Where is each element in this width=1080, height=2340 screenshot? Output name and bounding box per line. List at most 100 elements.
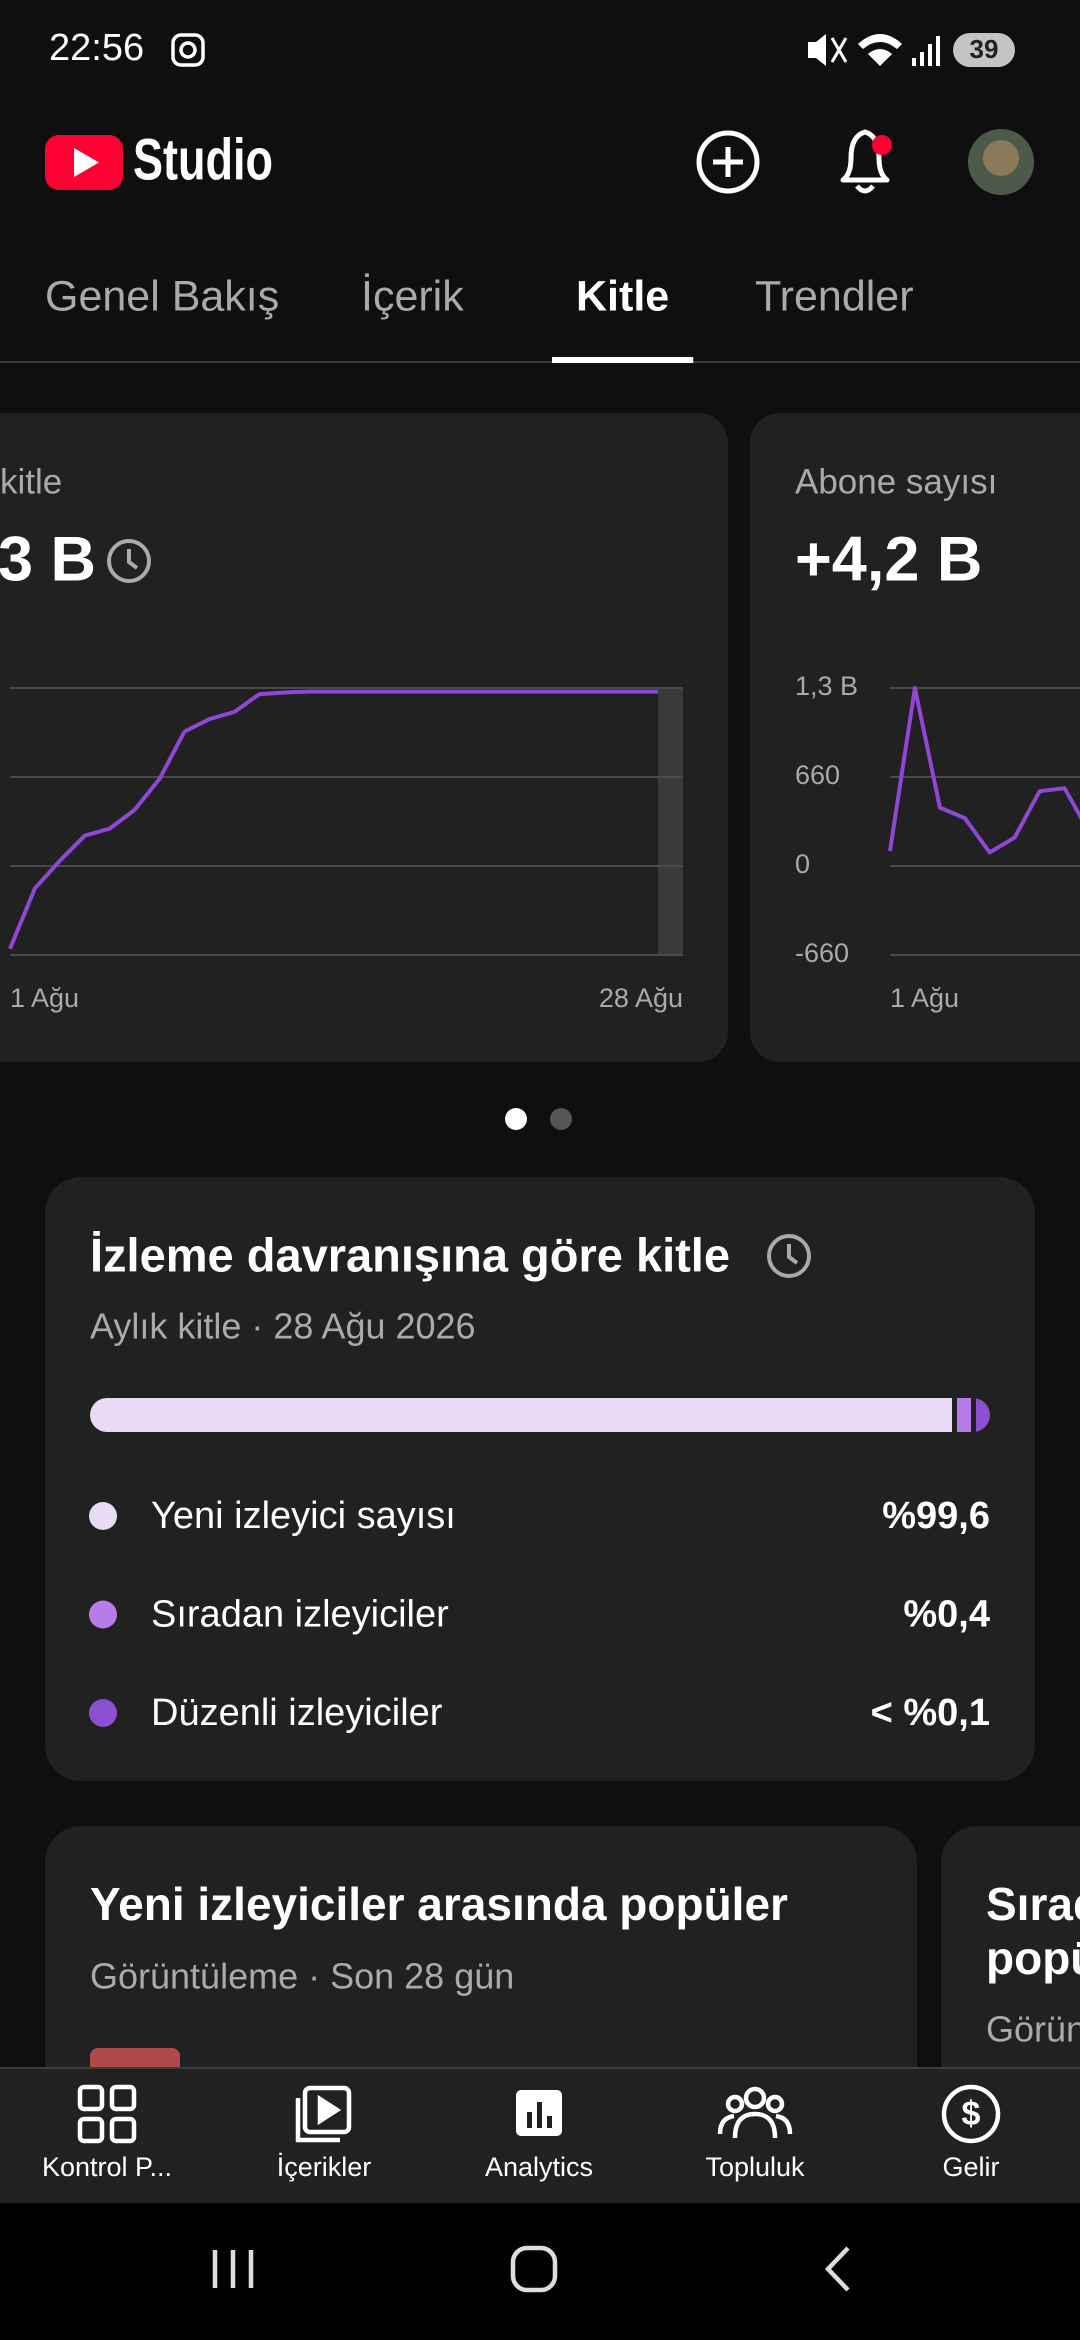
- youtube-logo-play: [74, 148, 99, 177]
- y-tick-label: 0: [795, 849, 810, 879]
- instagram-icon: [171, 33, 205, 67]
- y-tick-label: 1,3 B: [795, 671, 858, 701]
- metric-value: +4,2 B: [795, 525, 982, 595]
- bar-segment: [976, 1398, 990, 1432]
- signal-bar: [920, 52, 924, 66]
- data-line: [8, 689, 659, 950]
- behavior-card: [45, 1177, 1035, 1781]
- tab[interactable]: Kitle: [576, 272, 669, 320]
- community-icon[interactable]: [725, 2094, 745, 2114]
- nav-labels: Kontrol P... İçerikler Analytics Toplulu…: [42, 2151, 1000, 2182]
- dashboard-icon[interactable]: [109, 2116, 137, 2144]
- card-subtitle: Görüntüleme · Son 28 gün: [90, 1956, 514, 1997]
- metric-card[interactable]: [0, 413, 728, 1062]
- avatar-face: [983, 140, 1019, 176]
- value-label: %99,6: [882, 1495, 990, 1537]
- x-axis-label: 1 Ağu: [10, 983, 79, 1013]
- legend-label: Yeni izleyici sayısı: [151, 1495, 456, 1537]
- tab[interactable]: İçerik: [361, 272, 464, 320]
- recents-button[interactable]: [212, 2250, 254, 2288]
- dashboard-icon[interactable]: [77, 2084, 105, 2112]
- card-title: popü: [986, 1932, 1080, 1984]
- x-axis-label: 1 Ağu: [890, 983, 959, 1013]
- legend-dot: [89, 1600, 117, 1629]
- signal-bar: [928, 44, 932, 66]
- status-time: 22:56: [49, 27, 144, 69]
- line-chart: [8, 687, 683, 956]
- community-icon-body[interactable]: [717, 2111, 793, 2139]
- clock-icon: [767, 1234, 811, 1278]
- instagram-icon-lens: [179, 41, 197, 59]
- content-icon-stack[interactable]: [295, 2098, 340, 2143]
- analytics-icon-bar: [527, 2112, 532, 2128]
- value-label: < %0,1: [871, 1692, 990, 1734]
- card-subtitle: Aylık kitle · 28 Ağu 2026: [90, 1306, 476, 1347]
- mute-cross: [830, 37, 848, 63]
- community-icon[interactable]: [765, 2094, 785, 2114]
- legend-label: Sıradan izleyiciler: [151, 1594, 449, 1636]
- battery: [953, 33, 1015, 67]
- current-period-shade: [658, 688, 683, 955]
- card-title: Yeni izleyiciler arasında popüler: [90, 1878, 788, 1930]
- dashboard-icon[interactable]: [109, 2084, 137, 2112]
- legend-dot: [89, 1699, 117, 1727]
- notifications-button[interactable]: [840, 129, 892, 194]
- create-button[interactable]: [696, 130, 760, 194]
- page-dot: [550, 1108, 572, 1130]
- signal-bar: [936, 36, 940, 66]
- notification-dot[interactable]: [872, 135, 892, 155]
- tabs-divider: [0, 361, 1080, 363]
- analytics-icon-bar: [547, 2116, 552, 2128]
- line-chart: 1,3 B 660 0 -660: [795, 671, 1080, 968]
- tab-indicator: [552, 357, 694, 363]
- bar-segment: [957, 1398, 971, 1432]
- card-title: İzleme davranışına göre kitle: [90, 1228, 730, 1281]
- revenue-icon[interactable]: [941, 2084, 1001, 2144]
- stacked-bar: [90, 1398, 990, 1432]
- tab[interactable]: Genel Bakış: [45, 272, 279, 320]
- bar-segment: [90, 1398, 952, 1432]
- metric-card[interactable]: [750, 413, 1080, 1062]
- bell-clapper[interactable]: [855, 184, 875, 194]
- system-nav: [0, 2203, 1080, 2340]
- nav-label[interactable]: Topluluk: [705, 2152, 805, 2182]
- legend-label: Düzenli izleyiciler: [151, 1692, 443, 1734]
- create-icon[interactable]: [696, 130, 760, 194]
- signal-bar: [912, 58, 916, 66]
- nav-icons: [77, 2084, 1001, 2144]
- app-name: Studio: [133, 127, 273, 192]
- dashboard-icon[interactable]: [77, 2116, 105, 2144]
- nav-label[interactable]: İçerikler: [277, 2151, 372, 2182]
- card-subtitle: Görün: [986, 2009, 1080, 2050]
- bottom-nav-divider: [0, 2067, 1080, 2069]
- bell-icon[interactable]: [840, 129, 890, 183]
- wifi-icon: [858, 34, 902, 66]
- metric-label: kitle: [0, 462, 62, 501]
- page-dot-active: [505, 1108, 527, 1130]
- analytics-icon-bar: [537, 2102, 542, 2128]
- content-icon-play[interactable]: [317, 2094, 342, 2126]
- home-button[interactable]: [510, 2245, 558, 2293]
- metric-value: 3 B: [0, 525, 96, 595]
- nav-label[interactable]: Analytics: [485, 2152, 593, 2182]
- mute-icon: [808, 34, 826, 66]
- revenue-icon-symbol: $: [962, 2095, 981, 2133]
- x-axis-label: 28 Ağu: [599, 983, 683, 1013]
- clock-hands: [127, 549, 139, 570]
- nav-label[interactable]: Gelir: [942, 2152, 999, 2182]
- create-plus[interactable]: [713, 147, 743, 177]
- clock-icon: [107, 539, 151, 583]
- card-title: Sırad: [986, 1878, 1080, 1930]
- community-icon[interactable]: [743, 2086, 767, 2110]
- status-icons: [808, 34, 940, 66]
- value-label: %0,4: [903, 1594, 990, 1636]
- tab[interactable]: Trendler: [755, 272, 914, 320]
- content-icon[interactable]: [302, 2085, 352, 2135]
- y-tick-label: -660: [795, 938, 849, 968]
- battery-level: 39: [970, 34, 999, 64]
- back-button[interactable]: [824, 2246, 850, 2292]
- y-tick-label: 660: [795, 760, 840, 790]
- nav-label[interactable]: Kontrol P...: [42, 2152, 172, 2182]
